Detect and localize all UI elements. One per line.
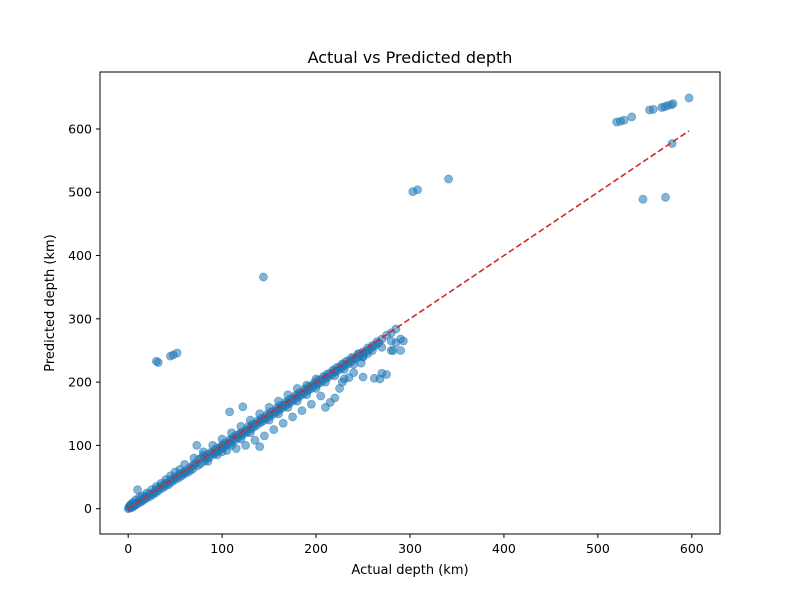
scatter-point [619, 115, 629, 125]
chart-title: Actual vs Predicted depth [308, 48, 513, 67]
y-tick-label: 400 [68, 248, 92, 263]
scatter-point [172, 348, 182, 358]
scatter-point [358, 372, 368, 382]
scatter-point [316, 391, 326, 401]
y-axis-label: Predicted depth (km) [43, 234, 58, 371]
x-tick-label: 600 [680, 541, 704, 556]
x-tick-label: 0 [124, 541, 132, 556]
scatter-point [255, 442, 265, 452]
scatter-point [208, 440, 218, 450]
scatter-point [198, 447, 208, 457]
scatter-point [668, 99, 678, 109]
x-axis-label: Actual depth (km) [351, 563, 468, 578]
reference-line [127, 130, 690, 510]
scatter-point [297, 406, 307, 415]
scatter-point [388, 346, 398, 355]
scatter-point [225, 407, 235, 417]
x-tick-label: 400 [492, 541, 516, 556]
y-tick-label: 100 [68, 438, 92, 453]
scatter-point [250, 435, 260, 445]
scatter-point [627, 112, 637, 122]
scatter-point [227, 428, 236, 438]
scatter-point [337, 377, 347, 387]
y-tick-label: 200 [68, 375, 92, 390]
scatter-point [444, 174, 453, 184]
x-tick-label: 100 [210, 541, 234, 556]
scatter-point [236, 422, 246, 431]
scatter-point [321, 403, 330, 412]
scatter-point [217, 434, 227, 444]
y-tick-label: 0 [84, 501, 92, 516]
y-tick-label: 300 [68, 311, 92, 326]
scatter-point [288, 412, 297, 422]
x-tick-label: 200 [304, 541, 328, 556]
scatter-point [648, 104, 658, 114]
x-tick-label: 300 [398, 541, 422, 556]
scatter-point [358, 352, 368, 362]
scatter-point [153, 358, 163, 367]
scatter-point [283, 390, 293, 400]
plot-area [123, 93, 694, 514]
scatter-point [413, 185, 422, 195]
scatter-point [269, 425, 279, 434]
y-tick-label: 500 [68, 185, 92, 200]
scatter-point [255, 409, 265, 419]
scatter-point [259, 431, 269, 441]
scatter-point [396, 346, 406, 355]
scatter-point [238, 402, 248, 412]
scatter-point [386, 336, 396, 346]
scatter-point [399, 336, 408, 346]
scatter-point [661, 192, 670, 202]
scatter-point [369, 373, 379, 383]
x-tick-label: 500 [586, 541, 610, 556]
scatter-point [684, 93, 694, 103]
scatter-point [264, 403, 274, 412]
scatter-point [192, 440, 202, 450]
y-tick-label: 600 [68, 121, 92, 136]
scatter-point [274, 396, 283, 406]
scatter-point [292, 384, 302, 393]
scatter-point [241, 440, 251, 450]
scatter-point [259, 272, 268, 282]
scatter-point [306, 399, 316, 409]
scatter-point [245, 415, 255, 425]
scatter-point [278, 418, 288, 428]
scatter-point [638, 194, 648, 204]
scatter-point [189, 453, 199, 463]
